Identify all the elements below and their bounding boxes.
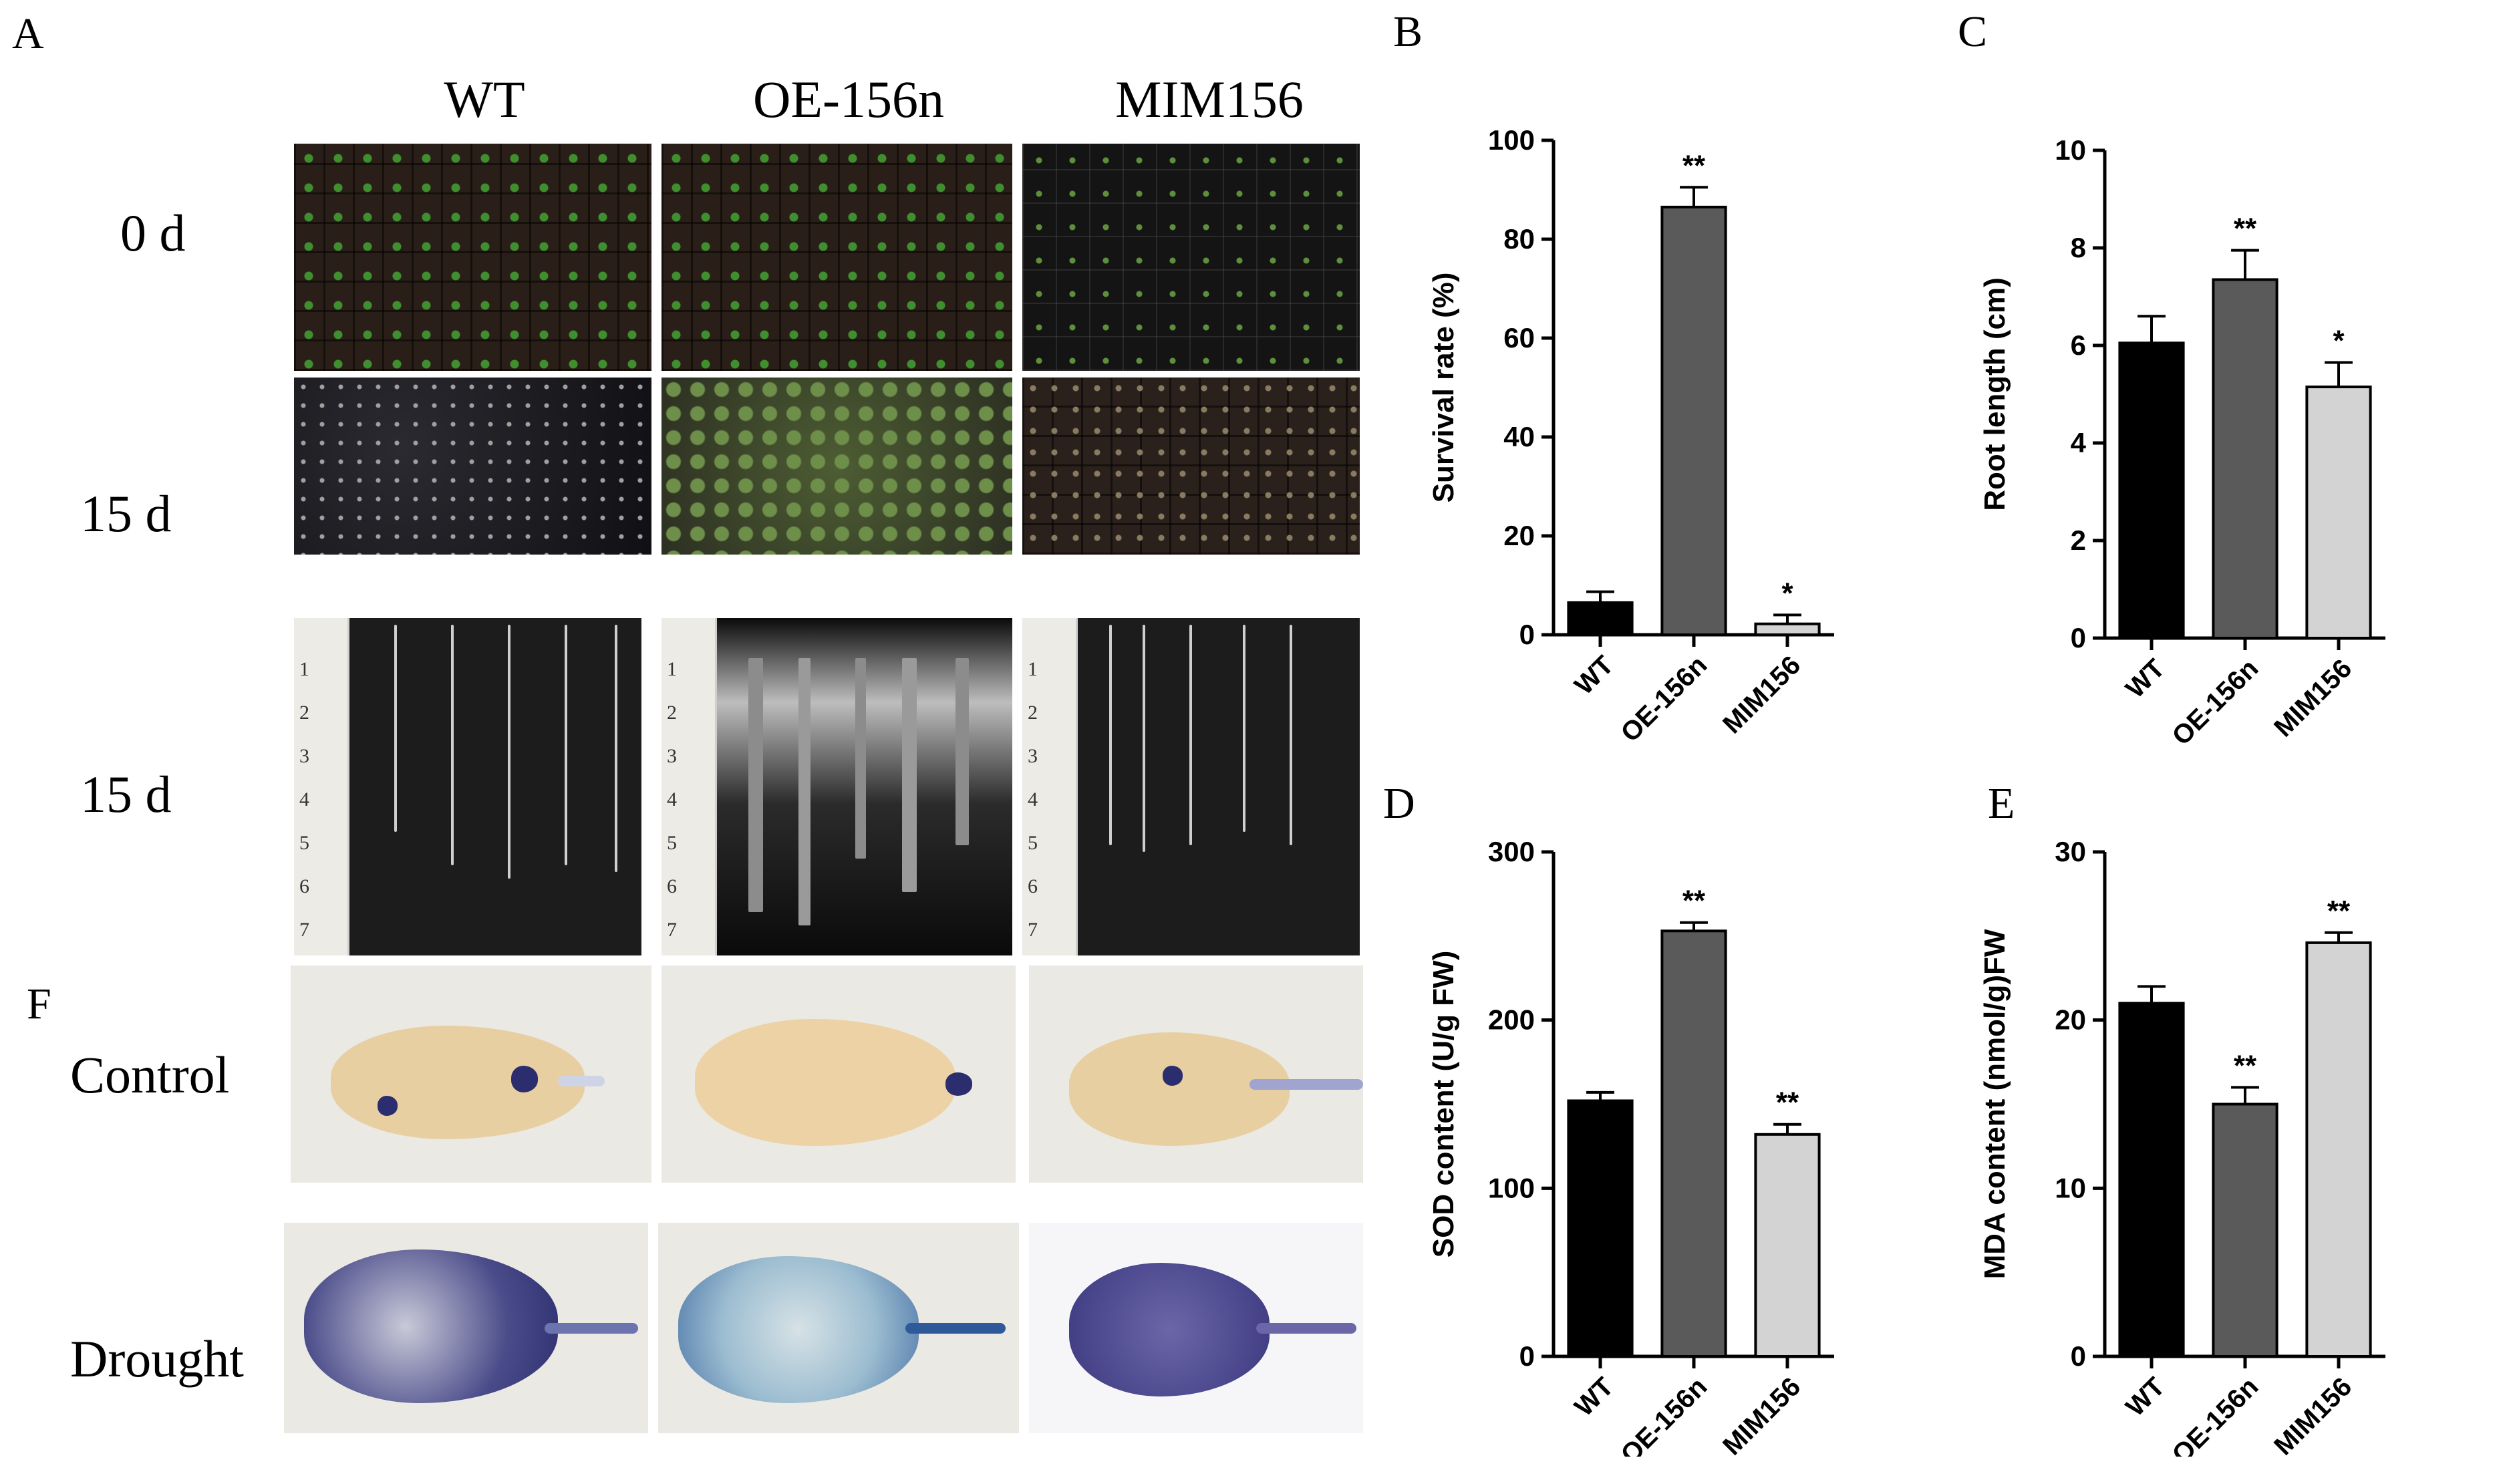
significance-marker: **: [2234, 1049, 2257, 1082]
y-tick-label: 40: [1503, 421, 1535, 452]
y-tick-label: 20: [2055, 1004, 2086, 1036]
x-tick-label: MIM156: [1717, 650, 1806, 739]
y-tick-label: 4: [2071, 427, 2087, 458]
x-tick-label: MIM156: [1717, 1372, 1806, 1457]
y-tick-label: 0: [2071, 622, 2086, 653]
photo-mim156-roots: 1 2 3 4 5 6 7: [1022, 618, 1360, 955]
significance-marker: **: [2327, 895, 2351, 927]
significance-marker: **: [1776, 1086, 1799, 1119]
x-tick-label: WT: [2120, 1372, 2170, 1422]
x-tick-label: OE-156n: [1615, 650, 1713, 748]
chart-b-survival-rate: 0 20 40 60 80 100 Survival rate (%) WT ** OE-156n…: [1427, 124, 1834, 748]
leaf-wt-drought: [284, 1223, 648, 1433]
bar-oe-156n: [1660, 205, 1727, 636]
bar-oe-156n: [1660, 929, 1727, 1358]
y-tick-label: 100: [1488, 1172, 1535, 1203]
chart-c-root-length: 0 2 4 6 8 10 Root length (cm) WT ** OE-156n * MIM15…: [1978, 134, 2385, 751]
bar-wt: [1567, 601, 1634, 637]
panel-c-letter: C: [1958, 7, 1988, 56]
significance-marker: *: [1781, 577, 1793, 609]
panel-b-letter: B: [1393, 7, 1423, 56]
y-tick-label: 80: [1503, 223, 1535, 255]
y-tick-label: 10: [2055, 1172, 2086, 1203]
chart-e-mda-content: 0 10 20 30 MDA content (nmol/g)FW WT ** OE-156n…: [1978, 836, 2385, 1457]
x-tick-label: WT: [2120, 653, 2170, 704]
y-axis-label: SOD content (U/g FW): [1427, 951, 1460, 1258]
y-tick-label: 0: [1519, 1340, 1535, 1372]
y-tick-label: 8: [2071, 232, 2086, 263]
y-tick-label: 20: [1503, 520, 1535, 551]
photo-wt-0d: [294, 144, 651, 371]
photo-mim156-0d: [1022, 144, 1360, 371]
x-tick-label: MIM156: [2268, 1372, 2357, 1457]
x-tick-label: MIM156: [2268, 653, 2357, 742]
y-tick-label: 0: [1519, 619, 1535, 650]
photo-wt-15d: [294, 378, 651, 555]
x-tick-label: OE-156n: [2166, 653, 2264, 751]
bar-oe-156n: [2212, 278, 2278, 639]
ruler: 1 2 3 4 5 6 7: [661, 618, 717, 955]
bar-mim156: [2305, 941, 2372, 1358]
x-tick-label: WT: [1569, 650, 1619, 700]
ruler: 1 2 3 4 5 6 7: [1022, 618, 1078, 955]
y-axis-label: Root length (cm): [1978, 277, 2011, 511]
photo-oe156n-15d: [661, 378, 1012, 555]
bar-mim156: [1754, 1133, 1821, 1358]
x-tick-label: WT: [1569, 1372, 1619, 1422]
row-label-drought: Drought: [70, 1330, 244, 1388]
x-tick-label: OE-156n: [2166, 1372, 2264, 1457]
bar-wt: [2118, 1002, 2185, 1358]
y-axis-label: Survival rate (%): [1427, 273, 1460, 503]
column-label-mim156: MIM156: [1115, 70, 1304, 128]
bar-mim156: [1754, 622, 1821, 636]
leaf-oe156n-control: [661, 966, 1016, 1183]
y-axis-label: MDA content (nmol/g)FW: [1978, 929, 2011, 1279]
panel-e-letter: E: [1988, 779, 2015, 828]
leaf-mim156-drought: [1029, 1223, 1363, 1433]
panel-d-letter: D: [1383, 779, 1415, 828]
photo-oe156n-0d: [661, 144, 1012, 371]
panel-f-letter: F: [27, 980, 51, 1028]
bar-oe-156n: [2212, 1102, 2278, 1358]
significance-marker: *: [2333, 325, 2345, 357]
significance-marker: **: [1682, 885, 1706, 917]
y-tick-label: 60: [1503, 322, 1535, 353]
panel-a-letter: A: [12, 9, 44, 58]
x-tick-label: OE-156n: [1615, 1372, 1713, 1457]
photo-wt-roots: 1 2 3 4 5 6 7: [294, 618, 641, 955]
ruler: 1 2 3 4 5 6 7: [294, 618, 349, 955]
chart-d-sod-content: 0 100 200 300 SOD content (U/g FW) WT ** OE-156…: [1427, 836, 1834, 1457]
row-label-15d-roots: 15 d: [80, 765, 172, 823]
significance-marker: **: [2234, 212, 2257, 245]
bar-wt: [2118, 341, 2185, 639]
leaf-wt-control: [291, 966, 651, 1183]
y-tick-label: 100: [1488, 124, 1535, 156]
leaf-oe156n-drought: [658, 1223, 1019, 1433]
y-tick-label: 0: [2071, 1340, 2086, 1372]
leaf-mim156-control: [1029, 966, 1363, 1183]
significance-marker: **: [1682, 149, 1706, 182]
y-tick-label: 300: [1488, 836, 1535, 867]
column-label-wt: WT: [444, 70, 525, 128]
y-tick-label: 10: [2055, 134, 2086, 166]
bar-wt: [1567, 1099, 1634, 1358]
row-label-control: Control: [70, 1046, 230, 1104]
bar-mim156: [2305, 386, 2372, 639]
y-tick-label: 2: [2071, 525, 2086, 556]
photo-mim156-15d: [1022, 378, 1360, 555]
y-tick-label: 6: [2071, 329, 2086, 361]
y-tick-label: 200: [1488, 1004, 1535, 1036]
row-label-15d-trays: 15 d: [80, 484, 172, 543]
column-label-oe156n: OE-156n: [753, 70, 944, 128]
row-label-0d: 0 d: [120, 204, 186, 262]
photo-oe156n-roots: 1 2 3 4 5 6 7: [661, 618, 1012, 955]
y-tick-label: 30: [2055, 836, 2086, 867]
